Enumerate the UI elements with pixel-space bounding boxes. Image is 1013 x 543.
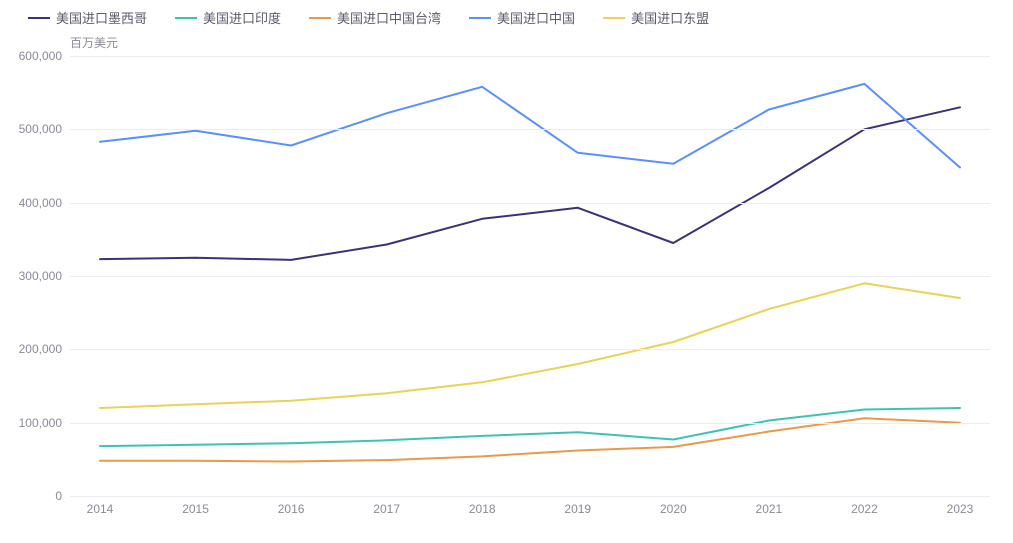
legend-label: 美国进口中国台湾 <box>337 8 441 27</box>
legend-label: 美国进口中国 <box>497 8 575 27</box>
x-tick-label: 2021 <box>756 502 783 516</box>
plot-area: 0100,000200,000300,000400,000500,000600,… <box>70 56 990 496</box>
y-tick-label: 500,000 <box>19 122 62 136</box>
x-tick-label: 2014 <box>87 502 114 516</box>
legend-label: 美国进口印度 <box>203 8 281 27</box>
gridline <box>70 349 990 350</box>
legend-item-mexico[interactable]: 美国进口墨西哥 <box>28 8 147 27</box>
series-line-asean <box>100 283 960 408</box>
x-tick-label: 2017 <box>373 502 400 516</box>
x-tick-label: 2018 <box>469 502 496 516</box>
y-tick-label: 600,000 <box>19 49 62 63</box>
y-tick-label: 200,000 <box>19 342 62 356</box>
legend-label: 美国进口墨西哥 <box>56 8 147 27</box>
x-tick-label: 2015 <box>182 502 209 516</box>
legend: 美国进口墨西哥 美国进口印度 美国进口中国台湾 美国进口中国 美国进口东盟 <box>28 8 709 27</box>
legend-swatch <box>175 17 197 19</box>
legend-swatch <box>469 17 491 19</box>
legend-label: 美国进口东盟 <box>631 8 709 27</box>
legend-swatch <box>309 17 331 19</box>
x-tick-label: 2023 <box>947 502 974 516</box>
line-chart: 美国进口墨西哥 美国进口印度 美国进口中国台湾 美国进口中国 美国进口东盟 百万美元 0… <box>0 0 1013 543</box>
series-line-india <box>100 408 960 446</box>
y-tick-label: 400,000 <box>19 196 62 210</box>
legend-swatch <box>603 17 625 19</box>
y-tick-label: 100,000 <box>19 416 62 430</box>
y-axis-unit-label: 百万美元 <box>70 34 118 51</box>
y-tick-label: 0 <box>55 489 62 503</box>
x-tick-label: 2022 <box>851 502 878 516</box>
gridline <box>70 129 990 130</box>
legend-item-asean[interactable]: 美国进口东盟 <box>603 8 709 27</box>
gridline <box>70 423 990 424</box>
gridline <box>70 496 990 497</box>
series-line-china <box>100 84 960 168</box>
legend-item-china[interactable]: 美国进口中国 <box>469 8 575 27</box>
x-tick-label: 2020 <box>660 502 687 516</box>
gridline <box>70 56 990 57</box>
gridline <box>70 276 990 277</box>
legend-item-taiwan[interactable]: 美国进口中国台湾 <box>309 8 441 27</box>
y-tick-label: 300,000 <box>19 269 62 283</box>
legend-swatch <box>28 17 50 19</box>
series-line-taiwan <box>100 418 960 461</box>
gridline <box>70 203 990 204</box>
x-tick-label: 2016 <box>278 502 305 516</box>
x-tick-label: 2019 <box>564 502 591 516</box>
legend-item-india[interactable]: 美国进口印度 <box>175 8 281 27</box>
